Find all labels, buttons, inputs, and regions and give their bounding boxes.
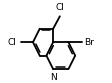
Text: N: N	[50, 73, 56, 82]
Text: Br: Br	[85, 38, 95, 47]
Text: Cl: Cl	[55, 3, 64, 12]
Text: Cl: Cl	[8, 38, 16, 47]
